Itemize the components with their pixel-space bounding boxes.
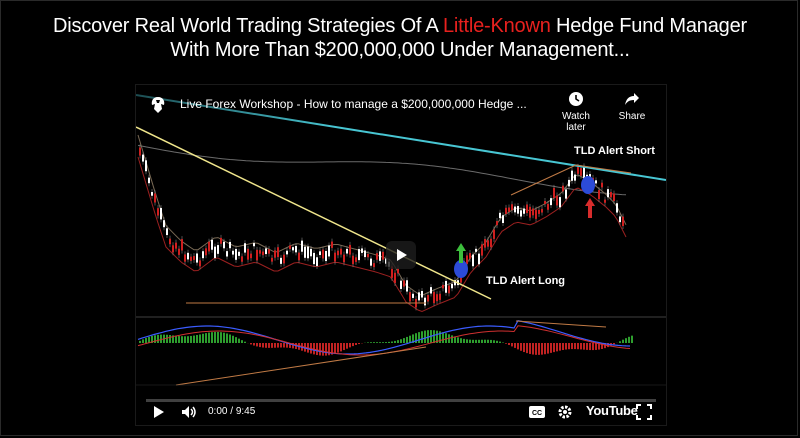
channel-logo-icon[interactable] [148,95,168,115]
play-overlay-button[interactable] [386,241,416,269]
watch-later-button[interactable]: Watch later [552,91,600,133]
settings-gear-icon[interactable] [556,403,574,421]
play-icon [397,249,407,261]
video-top-bar [136,85,666,127]
headline: Discover Real World Trading Strategies O… [0,14,800,62]
play-button-icon[interactable] [152,403,166,421]
captions-icon[interactable]: CC [528,403,546,421]
share-button[interactable]: Share [608,91,656,122]
progress-bar[interactable] [146,399,656,402]
share-icon [625,93,639,105]
headline-line-1: Discover Real World Trading Strategies O… [53,15,747,37]
annotation-tld-alert-short: TLD Alert Short [574,145,655,157]
controls-bar [136,397,666,425]
video-player[interactable]: Live Forex Workshop - How to manage a $2… [135,84,667,426]
annotation-tld-alert-long: TLD Alert Long [486,275,566,287]
fullscreen-icon[interactable] [636,403,652,421]
youtube-logo[interactable]: YouTube [586,403,638,418]
watch-later-label: Watch later [562,111,590,133]
clock-icon [569,92,583,106]
headline-line-2: With More Than $200,000,000 Under Manage… [170,39,630,61]
headline-highlight: Little-Known [442,15,551,37]
time-display: 0:00 / 9:45 [208,406,256,417]
volume-icon[interactable] [180,403,198,421]
share-label: Share [618,111,646,122]
video-title[interactable]: Live Forex Workshop - How to manage a $2… [180,97,527,111]
svg-text:CC: CC [532,410,542,417]
